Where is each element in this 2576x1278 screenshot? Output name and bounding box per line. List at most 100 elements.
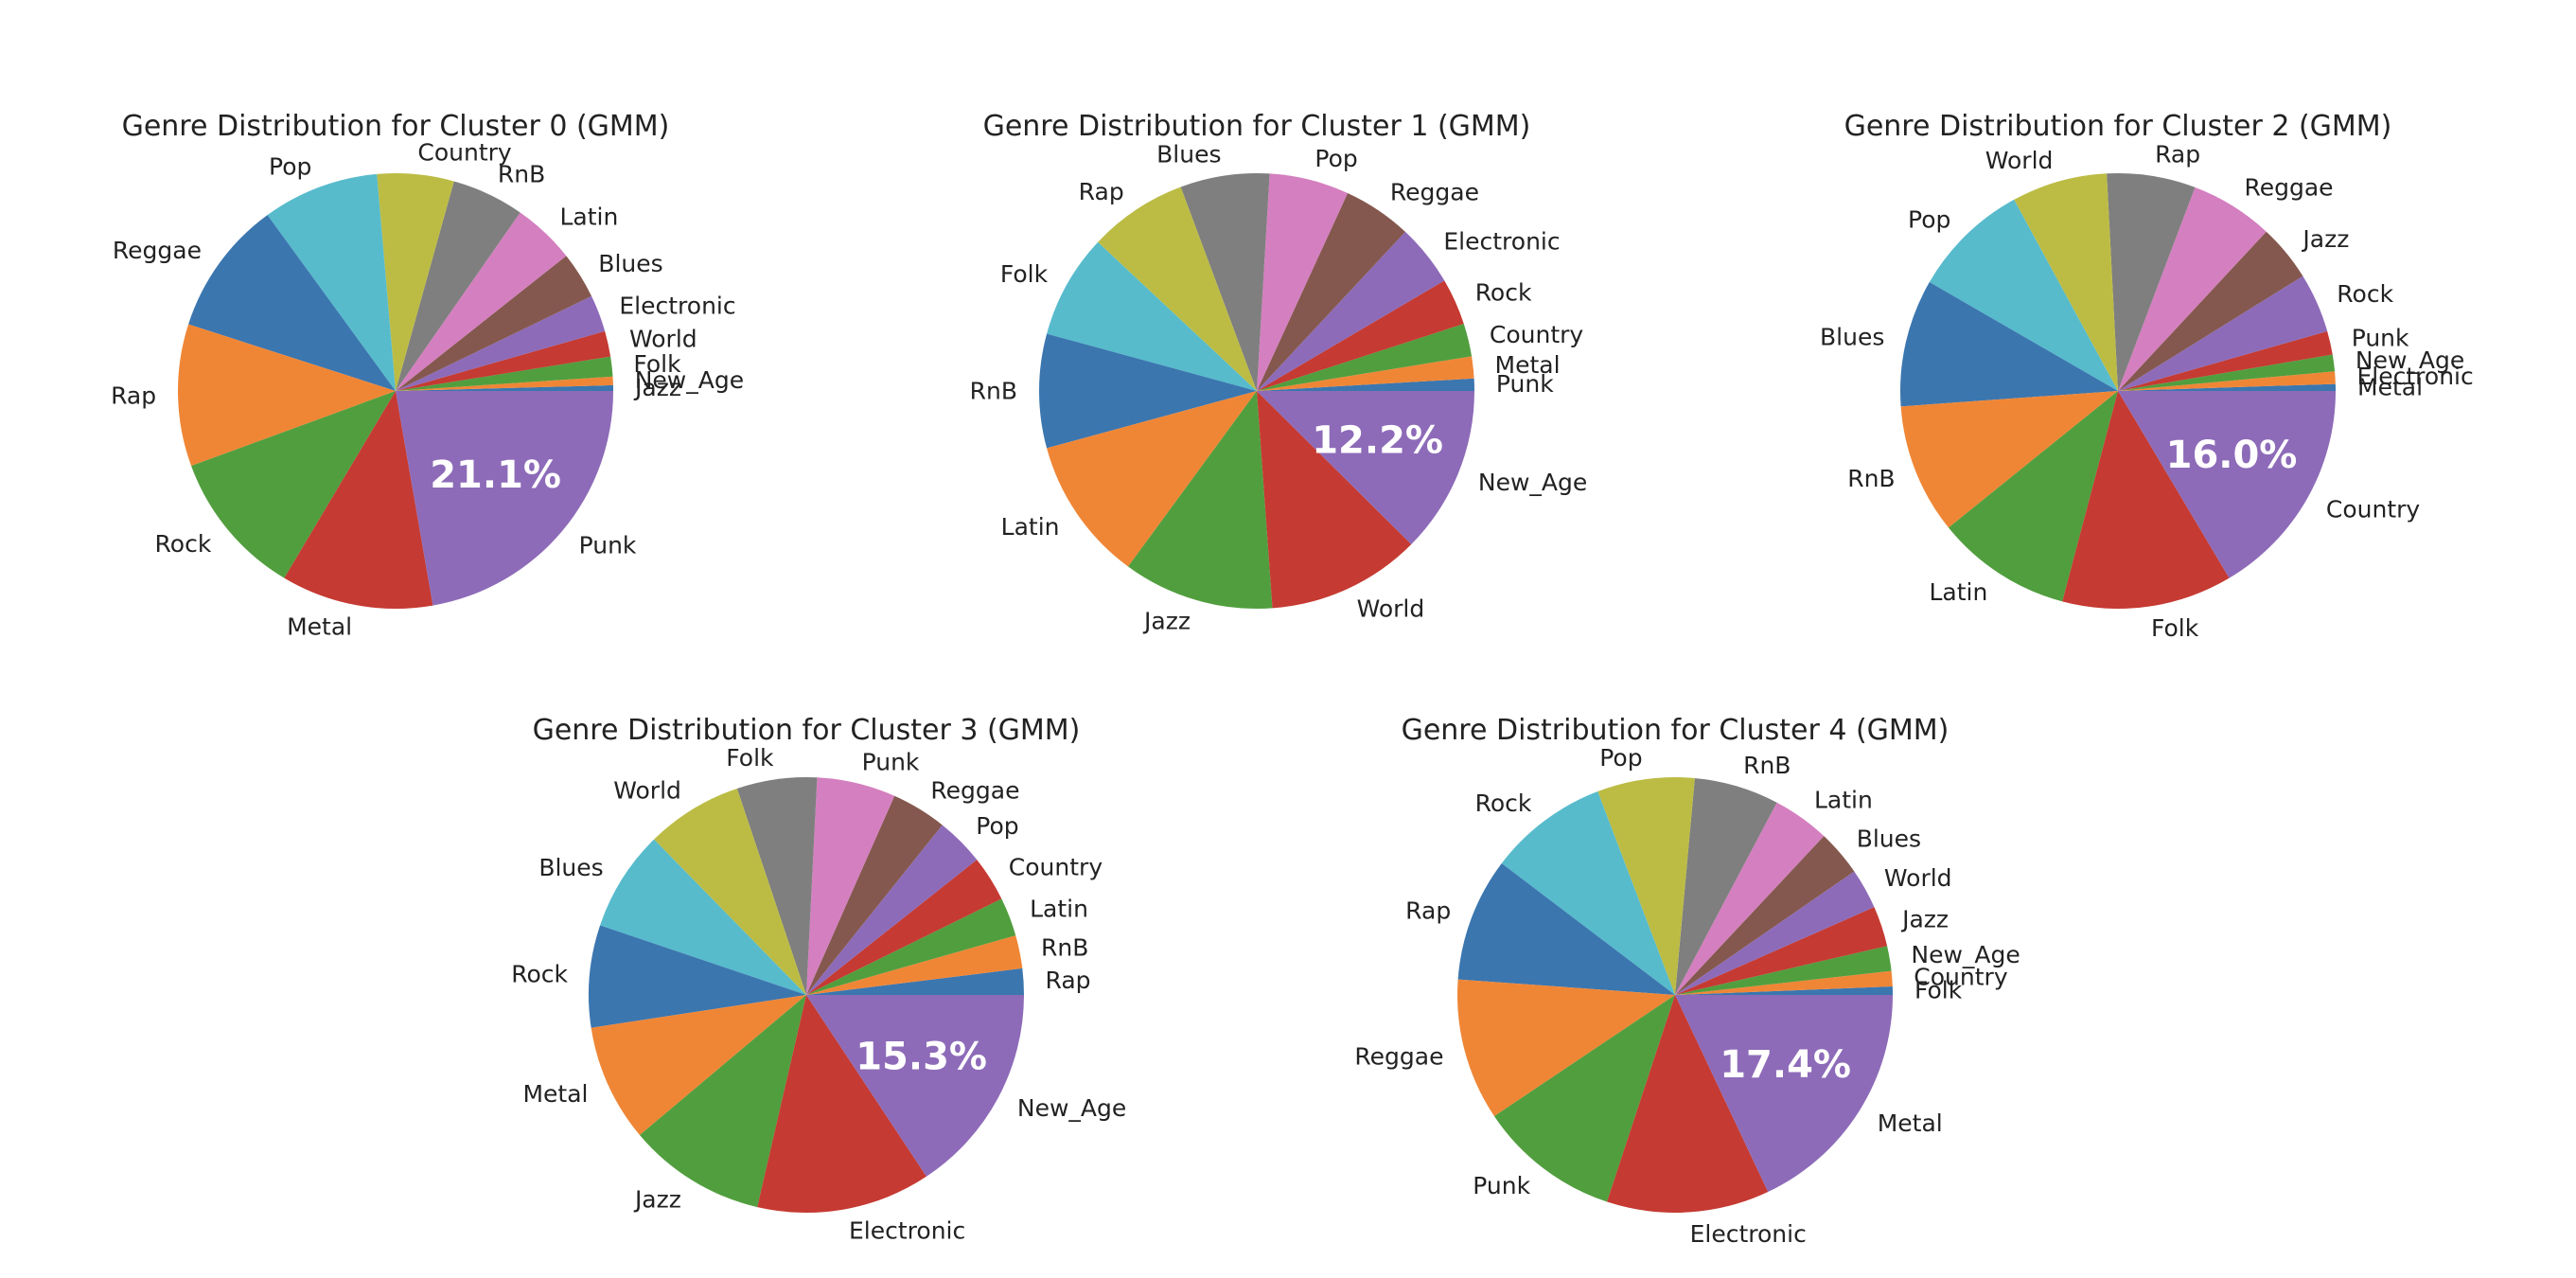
pie-slice-new-age: [1675, 946, 1892, 995]
slice-label: Punk: [1496, 370, 1554, 398]
slice-label: Metal: [1495, 351, 1561, 379]
pie-slice-country: [1675, 970, 1893, 995]
pie-slice-new-age: [1257, 391, 1474, 544]
slice-label: Folk: [633, 350, 681, 378]
pie-slice-rap: [806, 967, 1024, 995]
pie-slice-latin: [806, 898, 1016, 995]
pie-slice-reggae: [188, 215, 396, 391]
slice-label: Rap: [1046, 967, 1091, 994]
pie-slice-world: [654, 788, 806, 995]
pie-slice-reggae: [1457, 979, 1675, 1117]
pie-slice-metal: [2118, 383, 2336, 391]
percentage-label: 16.0%: [2166, 434, 2298, 477]
pie-slice-blues: [1675, 836, 1855, 995]
pie-slice-world: [2014, 173, 2118, 391]
slice-label: Folk: [726, 744, 774, 772]
slice-label: New_Age: [635, 366, 744, 394]
pie-slice-rnb: [396, 181, 520, 391]
pie-slice-electronic: [757, 995, 926, 1213]
pie-slice-electronic: [396, 295, 606, 391]
pie-slice-new-age: [2118, 354, 2336, 391]
slice-label: Rap: [1079, 178, 1124, 205]
pie-chart-0: Genre Distribution for Cluster 0 (GMM) Ja…: [111, 110, 744, 640]
slice-label: Pop: [1908, 205, 1950, 233]
pie-slice-latin: [1047, 391, 1257, 567]
slice-label: Latin: [1030, 896, 1088, 923]
pie-slice-rock: [191, 391, 396, 578]
pie-slice-country: [1257, 324, 1473, 391]
slice-label: World: [613, 777, 681, 805]
slice-label: Blues: [1156, 140, 1221, 168]
slice-label: Jazz: [1900, 906, 1949, 933]
pie-slice-blues: [1180, 172, 1270, 391]
slice-label: New_Age: [2355, 346, 2464, 374]
pie-slice-folk: [396, 356, 613, 391]
chart-title: Genre Distribution for Cluster 2 (GMM): [1844, 110, 2392, 143]
pie-slice-country: [377, 172, 454, 391]
pie-slice-jazz: [639, 995, 806, 1208]
slice-label: Blues: [1857, 825, 1921, 852]
slice-label: Rock: [2337, 280, 2393, 308]
slice-label: Jazz: [633, 1185, 681, 1213]
slice-label: Metal: [1878, 1109, 1943, 1137]
pie-slice-country: [2118, 391, 2336, 578]
slice-label: Jazz: [2301, 225, 2349, 253]
slice-label: Electronic: [849, 1217, 965, 1245]
slice-label: RnB: [1847, 465, 1895, 492]
slice-label: Country: [1914, 964, 2008, 991]
slice-label: Electronic: [1690, 1220, 1807, 1248]
percentage-label: 21.1%: [430, 453, 561, 497]
slice-label: World: [1884, 864, 1952, 892]
pie-slice-world: [1257, 391, 1412, 609]
pie-slice-rap: [178, 324, 396, 467]
pie-slice-reggae: [1257, 193, 1405, 391]
slice-label: Reggae: [930, 776, 1019, 804]
slice-label: Folk: [1000, 260, 1049, 288]
pie-slice-blues: [1899, 282, 2118, 407]
pie-slice-reggae: [806, 795, 943, 995]
slice-label: Blues: [538, 854, 603, 881]
slice-label: Rock: [1475, 790, 1532, 817]
pie-slice-punk: [1493, 995, 1675, 1202]
slice-label: Latin: [1001, 513, 1060, 541]
pie-slice-world: [396, 330, 611, 391]
slice-label: Electronic: [2357, 363, 2474, 390]
slice-label: Blues: [1820, 324, 1884, 351]
pie-slice-rnb: [1039, 333, 1257, 449]
pie-slice-pop: [1597, 777, 1695, 995]
pie-chart-4: Genre Distribution for Cluster 4 (GMM) Fo…: [1354, 714, 2020, 1248]
slice-label: Metal: [522, 1080, 588, 1108]
pie-slice-rap: [1457, 862, 1675, 995]
pie-slice-latin: [1675, 802, 1825, 995]
slice-label: Pop: [1314, 145, 1357, 172]
slice-label: Rock: [155, 530, 212, 558]
pie-slice-rock: [1501, 791, 1675, 995]
slice-label: Jazz: [633, 374, 681, 401]
pie-slice-rock: [588, 925, 806, 1028]
slice-label: RnB: [1041, 933, 1088, 961]
slice-label: Folk: [1914, 977, 1963, 1004]
pie-slice-reggae: [2118, 186, 2267, 391]
pie-slice-punk: [806, 777, 895, 995]
slice-label: RnB: [970, 378, 1017, 405]
pie-slice-world: [1675, 871, 1875, 995]
pie-slice-latin: [1948, 391, 2118, 602]
pie-slice-punk: [2118, 330, 2333, 391]
slice-label: Latin: [560, 203, 619, 230]
slice-label: Reggae: [1354, 1043, 1443, 1071]
chart-title: Genre Distribution for Cluster 3 (GMM): [533, 714, 1081, 747]
slice-label: RnB: [1743, 752, 1791, 779]
slice-label: Punk: [862, 748, 920, 775]
slice-label: Reggae: [1390, 178, 1479, 205]
pie-slice-rap: [2107, 173, 2196, 391]
slice-label: Reggae: [2245, 174, 2334, 202]
slice-label: Country: [2326, 496, 2421, 524]
slice-label: World: [629, 326, 697, 353]
slice-label: Rap: [1405, 896, 1451, 924]
pie-slice-rock: [2118, 275, 2328, 391]
pie-slice-jazz: [396, 384, 613, 391]
pie-slice-rnb: [1675, 777, 1777, 995]
pie-chart-1: Genre Distribution for Cluster 1 (GMM) Pu…: [970, 110, 1588, 635]
slice-label: Metal: [2357, 373, 2423, 400]
